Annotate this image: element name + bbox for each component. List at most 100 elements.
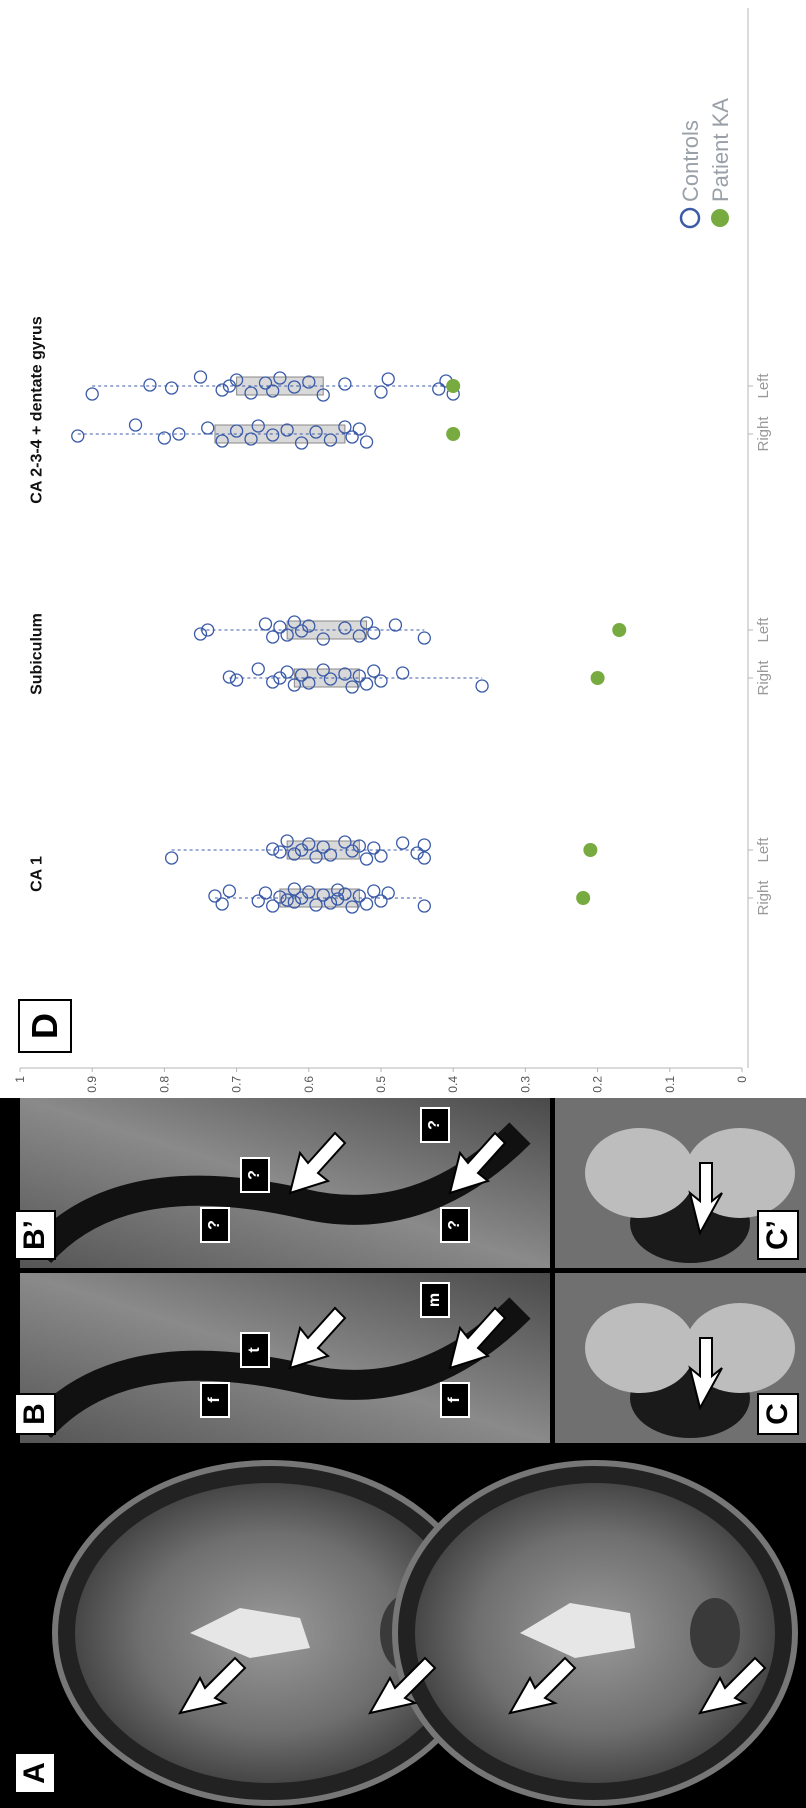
panel-a-brains [52, 1460, 798, 1806]
control-point [294, 436, 309, 450]
y-tick-label: 0.9 [85, 1076, 99, 1093]
control-point [323, 433, 338, 447]
patient-point [583, 843, 598, 857]
group-title: CA 2-3-4 + dentate gyrus [29, 316, 46, 504]
mri-tag-bp-3: ? [420, 1107, 450, 1143]
y-tick-label: 0.4 [446, 1076, 460, 1093]
control-point [323, 896, 338, 910]
control-point [287, 615, 302, 629]
control-point [266, 630, 280, 644]
panel-label-c-prime: C’ [757, 1210, 799, 1260]
control-point [287, 847, 302, 861]
control-point [222, 670, 237, 684]
panel-label-b: B [14, 1393, 56, 1435]
control-point [338, 377, 352, 391]
control-point [215, 383, 229, 397]
control-point [258, 886, 273, 900]
patient-point [590, 671, 605, 685]
control-point [316, 632, 330, 646]
control-point [244, 386, 258, 400]
control-point [338, 835, 352, 849]
control-point [294, 843, 309, 857]
control-point [128, 418, 143, 432]
chart-text: 00.10.20.30.40.50.60.70.80.91Volumes (cm… [13, 98, 772, 1093]
y-tick-label: 0.2 [591, 1076, 605, 1093]
control-point [229, 424, 244, 438]
control-point [280, 893, 294, 907]
chart-panel-d: 00.10.20.30.40.50.60.70.80.91Volumes (cm… [13, 8, 772, 1093]
control-point [309, 425, 323, 439]
control-point [266, 899, 280, 913]
control-point [222, 884, 237, 898]
category-label: Right [755, 880, 772, 916]
patient-point [576, 891, 591, 905]
control-point [258, 617, 273, 631]
control-point [280, 665, 294, 679]
control-point [374, 849, 388, 863]
control-point [345, 680, 359, 694]
control-point [172, 427, 186, 441]
control-point [432, 382, 446, 396]
control-point [396, 836, 410, 850]
control-point [323, 848, 338, 862]
control-point [331, 883, 345, 897]
control-point [273, 671, 287, 685]
control-point [338, 667, 352, 681]
panel-label-b-prime: B’ [14, 1210, 56, 1260]
control-point [475, 679, 489, 693]
control-point [266, 384, 280, 398]
control-point [359, 677, 374, 691]
control-point [143, 378, 157, 392]
mri-tag-bp-2: ? [240, 1157, 270, 1193]
group-title: Subiculum [29, 613, 46, 695]
control-point [338, 420, 352, 434]
control-point [258, 376, 273, 390]
group-title: CA 1 [29, 856, 46, 892]
y-tick-label: 1 [13, 1076, 27, 1083]
control-point [374, 385, 388, 399]
category-label: Right [755, 660, 772, 696]
control-point [352, 669, 366, 683]
control-point [273, 890, 287, 904]
control-point [352, 629, 366, 643]
control-point [316, 840, 330, 854]
control-point [273, 620, 287, 634]
control-point [352, 889, 366, 903]
chart-axes [19, 8, 753, 1072]
control-point [193, 370, 208, 384]
box [214, 424, 346, 444]
control-point [294, 624, 309, 638]
control-point [222, 379, 237, 393]
control-point [302, 375, 316, 389]
mri-tag-b-1: f [440, 1382, 470, 1418]
control-point [287, 882, 302, 896]
control-point [323, 672, 338, 686]
control-point [345, 430, 359, 444]
category-label: Right [755, 416, 772, 452]
patient-point [612, 623, 627, 637]
control-point [367, 626, 381, 640]
volume-chart: 00.10.20.30.40.50.60.70.80.91Volumes (cm… [13, 8, 772, 1093]
control-point [208, 889, 222, 903]
control-point [294, 891, 309, 905]
legend-patient-label: Patient KA [708, 98, 733, 202]
control-point [367, 884, 381, 898]
y-tick-label: 0.7 [230, 1076, 244, 1093]
control-point [381, 886, 395, 900]
panel-label-a: A [14, 1752, 56, 1794]
y-tick-label: 0.1 [663, 1076, 677, 1093]
control-point [352, 839, 366, 853]
control-point [157, 431, 172, 445]
control-point [388, 618, 403, 632]
mri-tag-b-2: t [240, 1332, 270, 1368]
control-point [359, 435, 374, 449]
control-point [201, 623, 215, 637]
control-point [266, 842, 280, 856]
control-point [359, 897, 374, 911]
control-point [410, 846, 424, 860]
panel-c-slices [555, 1098, 806, 1443]
control-point [396, 666, 410, 680]
y-tick-label: 0.6 [302, 1076, 316, 1093]
control-point [345, 900, 359, 914]
